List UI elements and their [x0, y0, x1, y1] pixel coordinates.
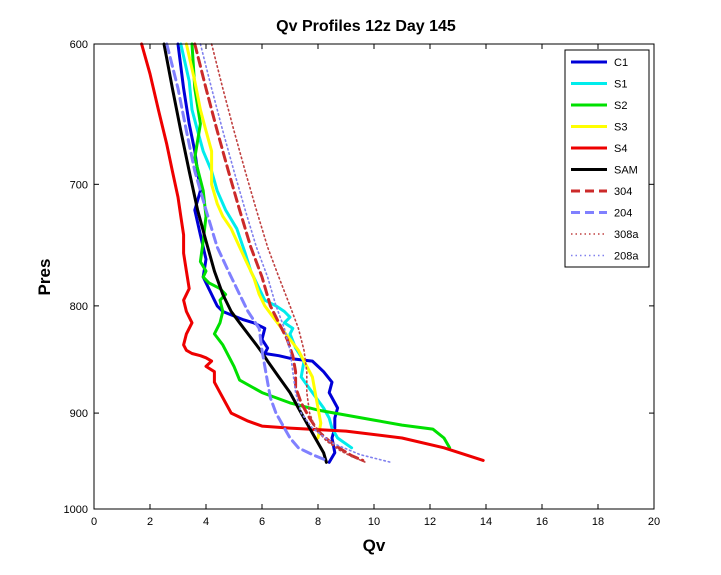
y-tick-label: 700 — [70, 179, 88, 191]
y-tick-label: 900 — [70, 408, 88, 420]
legend-label-208a: 208a — [614, 251, 639, 263]
series-line-s4 — [140, 42, 485, 462]
x-tick-label: 10 — [368, 516, 380, 528]
x-tick-label: 4 — [203, 516, 209, 528]
series-line-sam — [162, 42, 328, 464]
legend-box — [564, 49, 650, 268]
x-tick-label: 2 — [147, 516, 153, 528]
y-tick-label: 800 — [70, 301, 88, 313]
x-tick-label: 0 — [91, 516, 97, 528]
legend-label-308a: 308a — [614, 229, 639, 241]
series-line-308a — [210, 43, 367, 464]
legend: C1 S1 S2 S3 S4 SAM 304 204 308a 208a — [564, 49, 650, 268]
series-line-208a — [199, 43, 392, 464]
legend-label-s4: S4 — [614, 143, 627, 155]
series-line-s3 — [184, 42, 323, 440]
legend-label-s2: S2 — [614, 100, 627, 112]
x-tick-label: 12 — [424, 516, 436, 528]
y-tick-label: 600 — [70, 39, 88, 51]
legend-label-204: 204 — [614, 208, 632, 220]
chart-title: Qv Profiles 12z Day 145 — [276, 18, 456, 35]
series-layer — [140, 42, 485, 464]
series-line-204 — [165, 42, 328, 462]
legend-label-c1: C1 — [614, 57, 628, 69]
x-tick-label: 18 — [592, 516, 604, 528]
x-tick-label: 14 — [480, 516, 492, 528]
y-axis-label: Pres — [35, 259, 54, 296]
x-tick-label: 16 — [536, 516, 548, 528]
x-tick-label: 8 — [315, 516, 321, 528]
x-tick-label: 20 — [648, 516, 660, 528]
y-tick-label: 1000 — [64, 504, 88, 516]
legend-label-s3: S3 — [614, 122, 627, 134]
legend-label-s1: S1 — [614, 79, 627, 91]
tick-layer: 0 2 4 6 8 10 12 14 16 18 20 600 700 800 900 1000 — [64, 39, 661, 528]
x-axis-label: Qv — [363, 536, 386, 555]
legend-label-304: 304 — [614, 186, 632, 198]
legend-label-sam: SAM — [614, 165, 638, 177]
x-tick-label: 6 — [259, 516, 265, 528]
